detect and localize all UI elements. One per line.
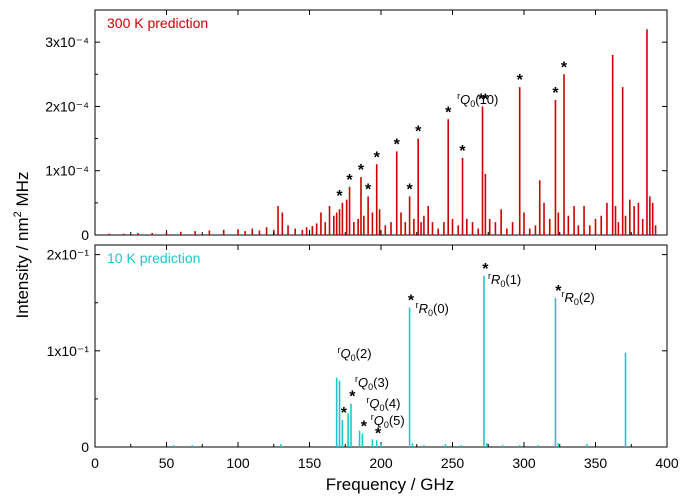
label-sup: r [366, 395, 369, 405]
y-axis-title-sup: 2 [12, 211, 24, 217]
label-sub: 0 [380, 403, 385, 413]
y-axis-title-unit: MHz [13, 172, 32, 212]
label-sup: r [338, 345, 341, 355]
assignment-star: * [406, 181, 413, 198]
series-lines [108, 29, 657, 235]
x-tick-label: 150 [298, 455, 322, 471]
transition-label: rQ0(4) [366, 395, 400, 413]
y-tick-label: 0 [81, 439, 89, 455]
series-lines [172, 275, 627, 447]
assignment-star: * [415, 124, 422, 141]
label-sub: 0 [368, 382, 373, 392]
x-tick-label: 400 [655, 455, 679, 471]
assignment-star: * [552, 85, 559, 102]
assignment-star: * [341, 405, 348, 422]
x-tick-label: 50 [159, 455, 175, 471]
label-sup: r [416, 300, 419, 310]
assignment-star: * [408, 293, 415, 310]
transition-label: rR0(0) [416, 300, 449, 318]
label-branch: R [564, 290, 573, 305]
label-branch: R [491, 272, 500, 287]
assignment-star: * [445, 104, 452, 121]
label-arg: (1) [505, 272, 521, 287]
label-arg: (0) [433, 301, 449, 316]
assignment-star: * [482, 261, 489, 278]
assignment-star: * [374, 149, 381, 166]
label-arg: (3) [373, 375, 389, 390]
label-arg: (4) [385, 396, 401, 411]
label-sub: 0 [470, 99, 475, 109]
panel-title: 300 K prediction [107, 15, 208, 31]
y-tick-label: 1x10⁻¹ [47, 343, 90, 359]
assignment-star: * [394, 136, 401, 153]
label-branch: Q [341, 346, 351, 361]
assignment-star: * [517, 72, 524, 89]
assignment-star: * [361, 419, 368, 436]
x-tick-label: 300 [512, 455, 536, 471]
y-tick-label: 1x10⁻⁴ [45, 163, 89, 179]
panel-frame [94, 9, 668, 236]
label-sub: 0 [428, 308, 433, 318]
transition-label: rQ0(10) [457, 91, 498, 109]
assignment-star: * [349, 389, 356, 406]
assignment-star: * [346, 172, 353, 189]
x-tick-label: 200 [369, 455, 393, 471]
assignment-star: * [561, 59, 568, 76]
assignment-star: * [365, 181, 372, 198]
label-arg: (2) [579, 290, 595, 305]
y-tick-label: 2x10⁻⁴ [45, 98, 89, 114]
transition-label: rQ0(2) [338, 345, 372, 363]
transition-label: rR0(1) [488, 271, 521, 289]
label-sub: 0 [574, 297, 579, 307]
x-tick-label: 100 [226, 455, 250, 471]
label-sub: 0 [500, 279, 505, 289]
label-sup: r [457, 91, 460, 101]
label-arg: (2) [356, 346, 372, 361]
label-sup: r [561, 289, 564, 299]
transition-label: rR0(2) [561, 289, 594, 307]
y-tick-label: 0 [81, 227, 89, 243]
x-tick-label: 0 [91, 455, 99, 471]
x-tick-label: 250 [441, 455, 465, 471]
y-axis-title: Intensity / nm2 MHz [12, 172, 32, 319]
label-sub: 0 [384, 420, 389, 430]
y-tick-label: 3x10⁻⁴ [45, 34, 89, 50]
assignment-star: * [482, 91, 489, 108]
x-axis-title: Frequency / GHz [326, 475, 455, 494]
panel-title: 10 K prediction [107, 250, 200, 266]
assignment-star: * [375, 425, 382, 442]
label-arg: (5) [389, 413, 405, 428]
label-branch: Q [374, 413, 384, 428]
y-tick-label: 2x10⁻¹ [47, 247, 90, 263]
assignment-star: * [358, 162, 365, 179]
label-branch: Q [358, 375, 368, 390]
transition-label: rQ0(5) [371, 412, 405, 430]
assignment-star: * [555, 283, 562, 300]
assignment-star: * [336, 188, 343, 205]
label-sup: r [371, 412, 374, 422]
x-tick-label: 350 [584, 455, 608, 471]
assignment-star: * [478, 91, 485, 108]
label-sup: r [488, 271, 491, 281]
label-arg: (10) [475, 92, 498, 107]
label-sup: r [355, 374, 358, 384]
y-axis-title-text: Intensity / nm [13, 217, 32, 318]
label-branch: Q [369, 396, 379, 411]
label-branch: R [419, 301, 428, 316]
label-branch: Q [460, 92, 470, 107]
assignment-star: * [459, 143, 466, 160]
x-axis: 0 50 100 150 200 250 300 350 400 [91, 232, 679, 471]
label-sub: 0 [351, 353, 356, 363]
transition-label: rQ0(3) [355, 374, 389, 392]
